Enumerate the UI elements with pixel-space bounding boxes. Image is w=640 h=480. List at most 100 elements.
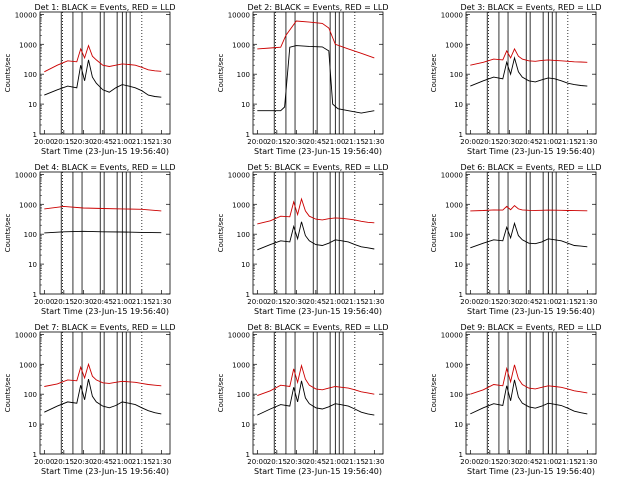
x-tick-label: 20:15	[267, 298, 287, 306]
x-tick-label: 20:15	[54, 298, 74, 306]
x-axis-label-9: Start Time (23-Jun-15 19:56:40)	[467, 467, 595, 476]
x-tick-label: 20:45	[93, 458, 113, 466]
y-axis-label-4: Counts/sec	[4, 214, 12, 253]
y-tick-label: 10000	[441, 331, 463, 339]
x-axis-label-4: Start Time (23-Jun-15 19:56:40)	[41, 307, 169, 316]
x-tick-label: 21:30	[151, 138, 171, 146]
plot-frame-5	[252, 171, 384, 295]
y-tick-label: 1000	[445, 201, 463, 209]
x-tick-label: 21:30	[364, 138, 384, 146]
y-axis-label-2: Counts/sec	[217, 54, 225, 93]
y-axis-label-5: Counts/sec	[217, 214, 225, 253]
x-tick-label: 21:30	[577, 458, 597, 466]
x-tick-label: 21:00	[325, 458, 345, 466]
y-tick-label: 10	[454, 421, 463, 429]
x-axis-label-5: Start Time (23-Jun-15 19:56:40)	[254, 307, 382, 316]
x-tick-label: 20:00	[460, 458, 480, 466]
y-tick-label: 10000	[15, 11, 37, 19]
y-tick-label: 10000	[441, 11, 463, 19]
lld-series-line-5	[257, 197, 375, 225]
y-tick-label: 1	[33, 291, 37, 299]
y-tick-label: 10000	[441, 171, 463, 179]
x-tick-label: 20:15	[54, 458, 74, 466]
y-tick-label: 1000	[19, 201, 37, 209]
x-tick-label: 20:45	[306, 458, 326, 466]
plot-frame-4	[39, 171, 171, 295]
y-tick-label: 1	[33, 131, 37, 139]
x-tick-label: 20:45	[306, 138, 326, 146]
x-tick-label: 20:15	[480, 138, 500, 146]
y-tick-label: 10000	[228, 171, 250, 179]
events-series-line-2	[257, 45, 375, 114]
lld-series-line-1	[44, 44, 162, 73]
x-tick-label: 20:30	[73, 138, 93, 146]
y-tick-label: 1000	[232, 361, 250, 369]
y-tick-label: 10	[454, 261, 463, 269]
y-tick-label: 1	[459, 451, 463, 459]
x-tick-label: 21:00	[538, 138, 558, 146]
x-tick-label: 21:30	[151, 458, 171, 466]
y-tick-label: 10000	[228, 11, 250, 19]
plot-frame-3	[465, 11, 597, 135]
x-tick-label: 21:15	[345, 298, 365, 306]
x-tick-label: 20:00	[247, 458, 267, 466]
x-tick-label: 21:00	[112, 298, 132, 306]
x-tick-label: 21:30	[364, 298, 384, 306]
y-axis-label-6: Counts/sec	[430, 214, 438, 253]
lld-series-line-9	[470, 364, 588, 395]
x-tick-label: 20:00	[460, 138, 480, 146]
y-tick-label: 10	[241, 261, 250, 269]
x-tick-label: 20:00	[34, 458, 54, 466]
y-axis-label-9: Counts/sec	[430, 374, 438, 413]
x-tick-label: 20:45	[519, 138, 539, 146]
plot-title-7: Det 7: BLACK = Events, RED = LLD	[35, 323, 176, 332]
plot-frame-2	[252, 11, 384, 135]
y-tick-label: 10000	[15, 171, 37, 179]
y-tick-label: 10	[241, 101, 250, 109]
y-tick-label: 1	[33, 451, 37, 459]
x-axis-label-7: Start Time (23-Jun-15 19:56:40)	[41, 467, 169, 476]
x-axis-label-8: Start Time (23-Jun-15 19:56:40)	[254, 467, 382, 476]
y-tick-label: 100	[24, 231, 37, 239]
x-tick-label: 20:15	[480, 298, 500, 306]
x-tick-label: 20:45	[306, 298, 326, 306]
y-tick-label: 100	[24, 71, 37, 79]
x-tick-label: 20:30	[499, 138, 519, 146]
y-tick-label: 1000	[232, 41, 250, 49]
y-tick-label: 1000	[19, 361, 37, 369]
x-tick-label: 21:30	[577, 298, 597, 306]
y-tick-label: 100	[24, 391, 37, 399]
x-tick-label: 21:15	[132, 138, 152, 146]
plot-frame-8	[252, 331, 384, 455]
events-series-line-8	[257, 380, 375, 416]
events-series-line-3	[470, 56, 588, 87]
x-tick-label: 21:00	[112, 458, 132, 466]
y-axis-label-3: Counts/sec	[430, 54, 438, 93]
y-tick-label: 100	[237, 391, 250, 399]
events-series-line-4	[44, 230, 162, 234]
y-axis-label-8: Counts/sec	[217, 374, 225, 413]
x-tick-label: 21:00	[112, 138, 132, 146]
plot-title-1: Det 1: BLACK = Events, RED = LLD	[35, 3, 176, 12]
lld-series-line-8	[257, 363, 375, 397]
x-tick-label: 21:30	[364, 458, 384, 466]
plot-frame-6	[465, 171, 597, 295]
x-tick-label: 20:30	[286, 458, 306, 466]
x-tick-label: 21:30	[577, 138, 597, 146]
y-tick-label: 10000	[228, 331, 250, 339]
x-tick-label: 20:00	[247, 138, 267, 146]
events-series-line-9	[470, 379, 588, 415]
y-tick-label: 10	[28, 421, 37, 429]
x-tick-label: 20:30	[286, 138, 306, 146]
y-tick-label: 1	[246, 131, 250, 139]
y-tick-label: 1	[246, 451, 250, 459]
x-tick-label: 21:15	[558, 298, 578, 306]
x-tick-label: 21:15	[132, 298, 152, 306]
y-tick-label: 1	[459, 291, 463, 299]
x-tick-label: 21:15	[345, 138, 365, 146]
y-tick-label: 100	[237, 71, 250, 79]
x-tick-label: 21:00	[538, 298, 558, 306]
x-tick-label: 20:15	[267, 458, 287, 466]
plot-title-2: Det 2: BLACK = Events, RED = LLD	[248, 3, 389, 12]
y-tick-label: 1000	[232, 201, 250, 209]
